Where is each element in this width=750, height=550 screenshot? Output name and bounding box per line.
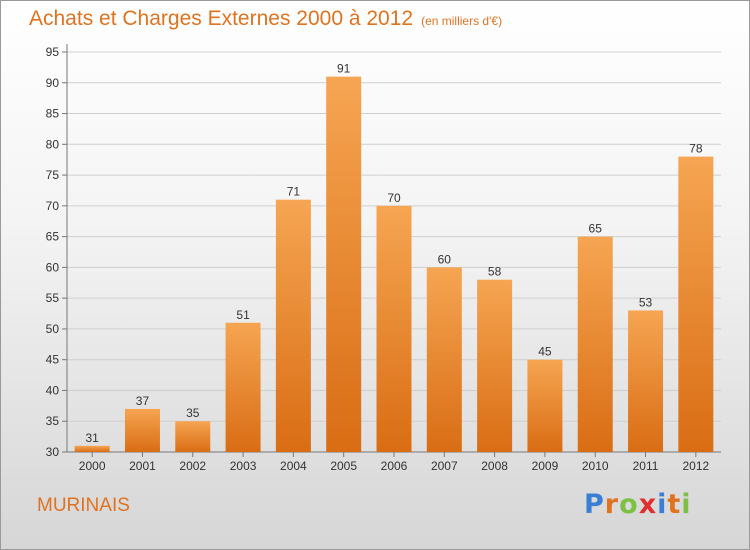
x-tick-label: 2012 xyxy=(682,459,709,473)
bar xyxy=(275,199,311,452)
y-tick-label: 50 xyxy=(46,322,60,336)
x-tick-label: 2006 xyxy=(381,459,408,473)
x-tick-label: 2011 xyxy=(633,459,659,473)
x-tick-label: 2000 xyxy=(79,459,106,473)
y-tick-label: 85 xyxy=(46,107,60,121)
brand-letter: P xyxy=(584,489,605,520)
x-tick-label: 2007 xyxy=(431,459,458,473)
brand-letter: i xyxy=(681,489,692,520)
data-label: 53 xyxy=(639,295,653,309)
chart-title: Achats et Charges Externes 2000 à 2012 (e… xyxy=(29,7,502,31)
y-tick-label: 35 xyxy=(46,414,60,428)
y-tick-label: 40 xyxy=(46,383,60,397)
y-tick-label: 55 xyxy=(46,291,60,305)
x-tick-label: 2002 xyxy=(179,459,206,473)
bar xyxy=(628,310,664,452)
x-tick-label: 2010 xyxy=(582,459,609,473)
data-label: 51 xyxy=(236,308,250,322)
y-tick-label: 60 xyxy=(46,260,60,274)
bar xyxy=(175,421,211,452)
data-label: 71 xyxy=(287,185,301,199)
y-tick-label: 75 xyxy=(46,168,60,182)
y-tick-label: 70 xyxy=(46,199,60,213)
bar xyxy=(124,408,160,452)
y-tick-label: 90 xyxy=(46,76,60,90)
x-tick-label: 2008 xyxy=(481,459,508,473)
bar xyxy=(678,156,714,452)
chart-title-text: Achats et Charges Externes 2000 à 2012 xyxy=(29,7,414,30)
bar xyxy=(527,359,563,452)
bar xyxy=(74,445,110,452)
bars xyxy=(74,76,714,452)
data-label: 45 xyxy=(538,345,552,359)
y-tick-label: 65 xyxy=(46,230,60,244)
bar xyxy=(577,236,613,452)
bar xyxy=(426,267,462,452)
bar xyxy=(376,205,412,452)
x-tick-label: 2003 xyxy=(230,459,257,473)
chart-subtitle: (en milliers d'€) xyxy=(421,14,503,28)
brand-logo: Proxiti xyxy=(584,489,692,520)
bar xyxy=(477,279,513,452)
data-label: 65 xyxy=(589,222,603,236)
brand-letter: x xyxy=(638,489,658,520)
data-label: 37 xyxy=(136,394,150,408)
y-tick-label: 95 xyxy=(46,45,60,59)
brand-letter: t xyxy=(667,489,682,520)
data-label: 35 xyxy=(186,406,200,420)
data-label: 70 xyxy=(387,191,401,205)
labels: 31 2000 37 2001 35 2002 51 2003 71 2004 91 2005 70 20… xyxy=(79,62,710,473)
x-tick-label: 2001 xyxy=(129,459,156,473)
x-tick-label: 2009 xyxy=(532,459,559,473)
data-label: 60 xyxy=(438,252,452,266)
data-label: 31 xyxy=(85,431,99,445)
bar xyxy=(225,322,261,452)
place-name: MURINAIS xyxy=(37,495,130,516)
data-label: 91 xyxy=(337,62,351,76)
brand-letter: i xyxy=(657,489,668,520)
bar xyxy=(326,76,362,452)
x-tick-label: 2005 xyxy=(330,459,357,473)
y-tick-label: 80 xyxy=(46,137,60,151)
y-tick-label: 45 xyxy=(46,353,60,367)
x-tick-label: 2004 xyxy=(280,459,307,473)
brand-letter: o xyxy=(619,489,639,520)
brand-letter: r xyxy=(604,489,620,520)
data-label: 78 xyxy=(689,142,703,156)
data-label: 58 xyxy=(488,265,502,279)
y-tick-label: 30 xyxy=(46,445,60,459)
